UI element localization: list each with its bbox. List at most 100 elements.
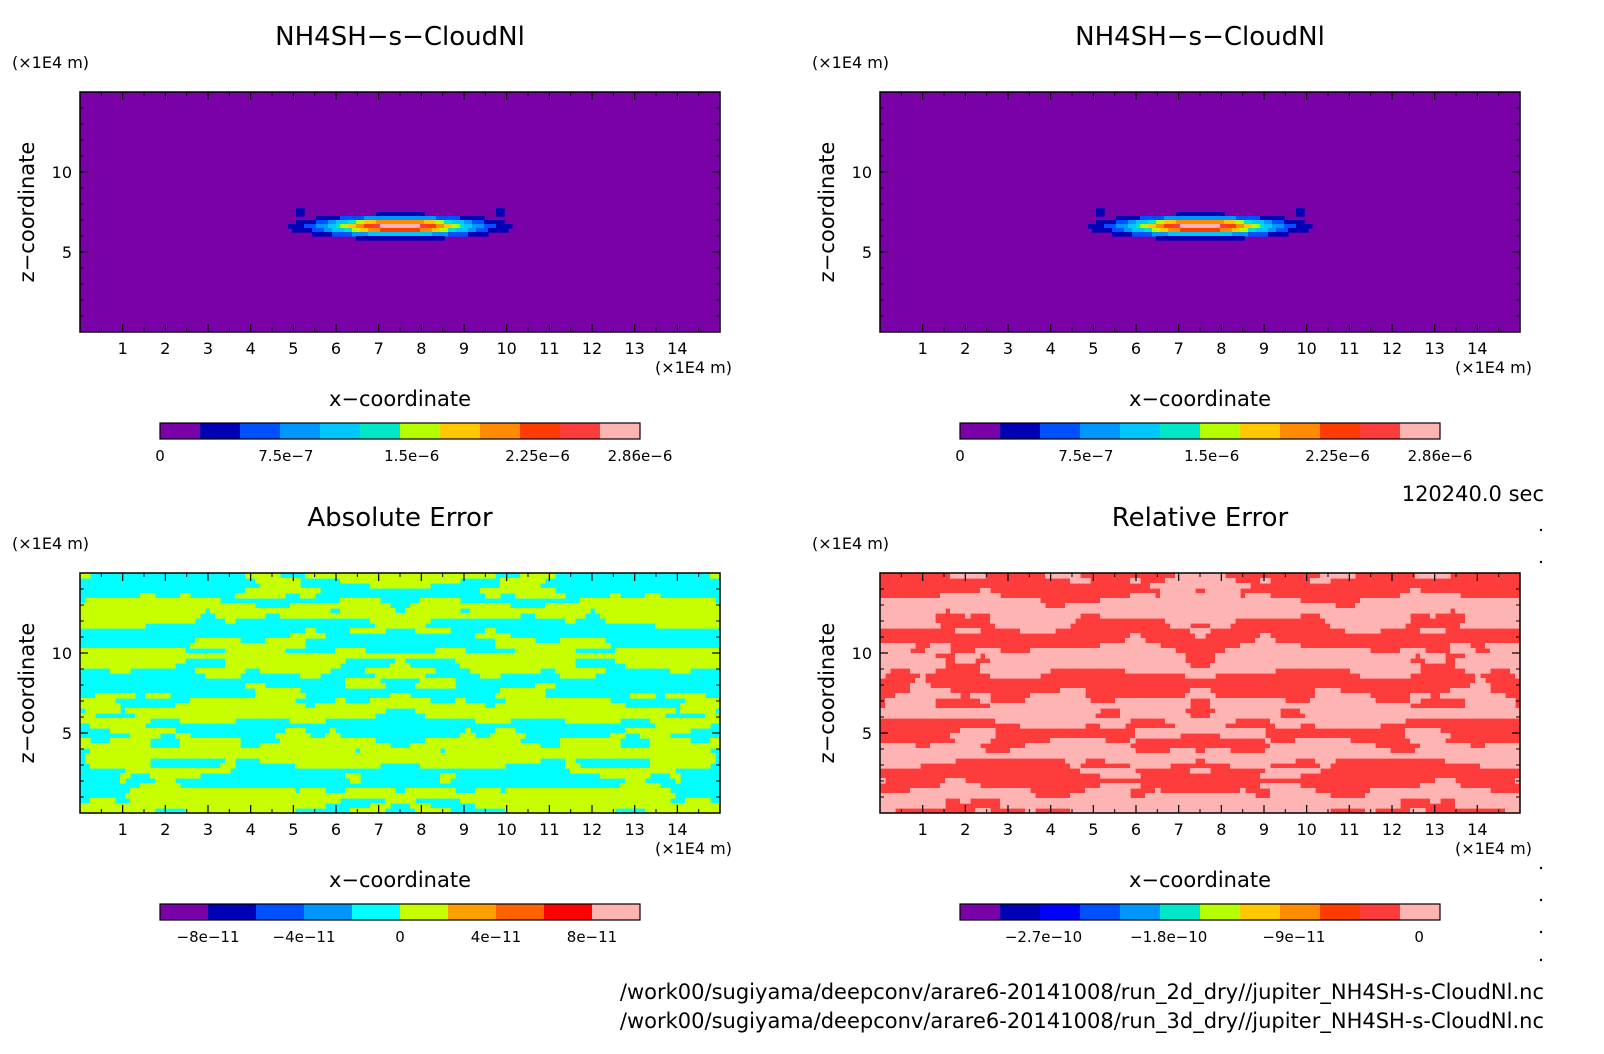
heatmap-cell bbox=[510, 788, 516, 794]
heatmap-cell bbox=[495, 668, 501, 674]
heatmap-cell bbox=[480, 788, 486, 794]
heatmap-cell bbox=[655, 653, 661, 659]
heatmap-cell bbox=[680, 723, 686, 729]
heatmap-cell bbox=[235, 658, 241, 664]
heatmap-cell bbox=[120, 663, 126, 669]
heatmap-cell bbox=[180, 768, 186, 774]
heatmap-cell bbox=[700, 703, 706, 709]
heatmap-cell bbox=[1040, 623, 1046, 629]
heatmap-cell bbox=[1175, 618, 1181, 624]
heatmap-cell bbox=[525, 698, 531, 704]
heatmap-cell bbox=[1410, 603, 1416, 609]
heatmap-cell bbox=[505, 808, 511, 813]
heatmap-cell bbox=[460, 648, 466, 654]
heatmap-cell bbox=[1400, 593, 1406, 599]
heatmap-cell bbox=[320, 713, 326, 719]
heatmap-cell bbox=[1345, 573, 1351, 579]
x-tick-label: 11 bbox=[1339, 339, 1359, 358]
heatmap-cell bbox=[1144, 228, 1149, 233]
heatmap-cell bbox=[1380, 618, 1386, 624]
heatmap-field bbox=[80, 92, 720, 332]
heatmap-cell bbox=[1204, 228, 1209, 233]
heatmap-cell bbox=[1184, 212, 1189, 217]
heatmap-cell bbox=[1220, 578, 1226, 584]
heatmap-cell bbox=[428, 220, 433, 225]
heatmap-cell bbox=[155, 728, 161, 734]
heatmap-cell bbox=[385, 743, 391, 749]
heatmap-cell bbox=[490, 603, 496, 609]
heatmap-cell bbox=[500, 663, 506, 669]
heatmap-cell bbox=[240, 648, 246, 654]
heatmap-cell bbox=[364, 224, 369, 229]
heatmap-cell bbox=[880, 643, 886, 649]
heatmap-cell bbox=[265, 648, 271, 654]
heatmap-cell bbox=[700, 698, 706, 704]
heatmap-cell bbox=[1272, 220, 1277, 225]
heatmap-cell bbox=[250, 713, 256, 719]
heatmap-cell bbox=[480, 232, 485, 237]
heatmap-cell bbox=[550, 703, 556, 709]
heatmap-cell bbox=[585, 738, 591, 744]
heatmap-cell bbox=[440, 738, 446, 744]
heatmap-cell bbox=[215, 698, 221, 704]
heatmap-cell bbox=[155, 603, 161, 609]
heatmap-cell bbox=[310, 658, 316, 664]
heatmap-cell bbox=[625, 648, 631, 654]
heatmap-cell bbox=[590, 643, 596, 649]
heatmap-cell bbox=[360, 613, 366, 619]
heatmap-cell bbox=[600, 803, 606, 809]
heatmap-cell bbox=[500, 638, 506, 644]
heatmap-cell bbox=[380, 788, 386, 794]
heatmap-cell bbox=[340, 653, 346, 659]
heatmap-cell bbox=[305, 738, 311, 744]
heatmap-cell bbox=[470, 603, 476, 609]
heatmap-cell bbox=[505, 718, 511, 724]
heatmap-cell bbox=[1212, 212, 1217, 217]
x-tick-label: 5 bbox=[288, 820, 298, 839]
heatmap-cell bbox=[435, 793, 441, 799]
heatmap-cell bbox=[485, 613, 491, 619]
heatmap-cell bbox=[432, 236, 437, 241]
heatmap-cell bbox=[955, 598, 961, 604]
heatmap-cell bbox=[600, 698, 606, 704]
heatmap-cell bbox=[445, 628, 451, 634]
heatmap-cell bbox=[150, 793, 156, 799]
heatmap-cell bbox=[210, 753, 216, 759]
heatmap-cell bbox=[1236, 224, 1241, 229]
heatmap-cell bbox=[350, 608, 356, 614]
heatmap-cell bbox=[404, 236, 409, 241]
heatmap-cell bbox=[210, 703, 216, 709]
heatmap-cell bbox=[190, 608, 196, 614]
heatmap-cell bbox=[165, 793, 171, 799]
heatmap-cell bbox=[1252, 224, 1257, 229]
heatmap-cell bbox=[1065, 603, 1071, 609]
heatmap-cell bbox=[485, 608, 491, 614]
heatmap-cell bbox=[205, 788, 211, 794]
heatmap-cell bbox=[895, 643, 901, 649]
heatmap-cell bbox=[640, 613, 646, 619]
heatmap-cell bbox=[120, 748, 126, 754]
heatmap-cell bbox=[965, 628, 971, 634]
heatmap-cell bbox=[1265, 608, 1271, 614]
heatmap-cell bbox=[650, 663, 656, 669]
heatmap-cell bbox=[365, 683, 371, 689]
heatmap-cell bbox=[560, 788, 566, 794]
heatmap-cell bbox=[305, 733, 311, 739]
heatmap-cell bbox=[670, 658, 676, 664]
heatmap-cell bbox=[1330, 603, 1336, 609]
heatmap-cell bbox=[530, 753, 536, 759]
heatmap-cell bbox=[1172, 220, 1177, 225]
heatmap-cell bbox=[560, 673, 566, 679]
heatmap-cell bbox=[585, 753, 591, 759]
heatmap-cell bbox=[1208, 216, 1213, 221]
heatmap-cell bbox=[420, 573, 426, 579]
heatmap-cell bbox=[1400, 623, 1406, 629]
heatmap-cell bbox=[1156, 220, 1161, 225]
heatmap-cell bbox=[285, 698, 291, 704]
heatmap-cell bbox=[1485, 598, 1491, 604]
heatmap-cell bbox=[640, 798, 646, 804]
x-tick-label: 4 bbox=[246, 820, 256, 839]
heatmap-cell bbox=[315, 758, 321, 764]
heatmap-cell bbox=[1040, 648, 1046, 654]
heatmap-cell bbox=[270, 788, 276, 794]
